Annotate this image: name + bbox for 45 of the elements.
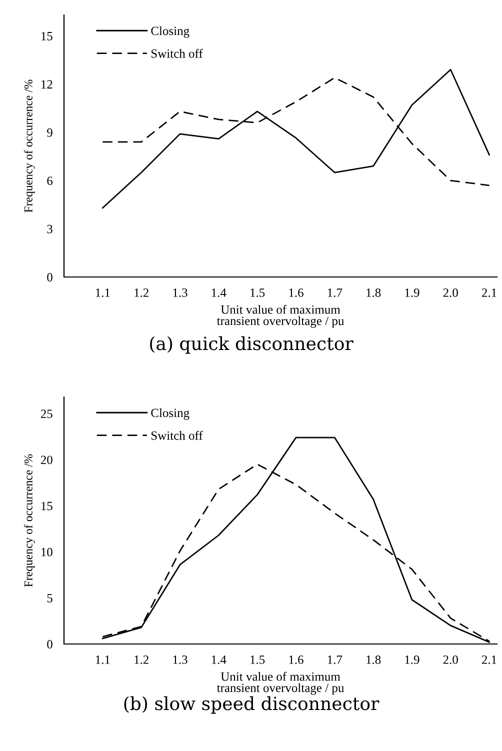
x-tick-label: 1.2 [134, 656, 148, 664]
y-axis-title: Frequency of occurrence /% [24, 80, 35, 212]
x-tick-label: 1.9 [405, 656, 420, 664]
x-tick-label: 1.8 [366, 655, 381, 664]
x-tick-label: 1.4 [212, 656, 226, 664]
x-tick-label: 1.2 [134, 288, 148, 297]
y-tick-label: 6 [47, 176, 53, 186]
x-tick-label: 1.6 [289, 656, 304, 664]
y-tick-label: 15 [41, 32, 52, 40]
y-tick-label: 10 [41, 548, 52, 556]
x-tick-label: 1.5 [250, 288, 265, 297]
x-tick-label: 1.3 [173, 288, 188, 297]
line-series [102, 68, 490, 209]
x-tick-label: 1.3 [173, 656, 188, 664]
x-tick-label: 2.0 [443, 288, 458, 297]
y-tick-label: 0 [47, 273, 52, 282]
y-tick-label: 5 [47, 594, 52, 602]
legend-label: Closing [151, 408, 190, 420]
x-tick-label: 2.0 [443, 655, 458, 664]
legend-label: Closing [151, 26, 190, 38]
x-axis-title: Unit value of maximum transient overvoltage / pu [216, 672, 344, 695]
x-tick-label: 2.1 [482, 656, 496, 664]
x-tick-label: 1.8 [366, 288, 381, 297]
x-axis-title: Unit value of maximum transient overvoltage / pu [216, 304, 344, 328]
x-tick-label: 1.7 [328, 288, 342, 297]
x-tick-label: 1.4 [212, 288, 226, 297]
legend-label: Switch off [151, 48, 203, 58]
y-tick-label: 0 [47, 640, 52, 648]
legend-label: Switch off [151, 430, 203, 440]
x-tick-label: 1.6 [289, 288, 304, 297]
y-tick-label: 9 [47, 128, 52, 137]
y-tick-label: 20 [40, 456, 52, 464]
x-tick-label: 1.5 [250, 656, 265, 664]
y-tick-label: 25 [40, 410, 52, 418]
x-tick-label: 2.1 [482, 288, 496, 297]
y-tick-label: 15 [41, 502, 52, 510]
y-axis-title: Frequency of occurrence /% [24, 454, 35, 587]
x-tick-label: 1.1 [96, 656, 110, 664]
x-tick-label: 1.1 [96, 288, 110, 297]
x-tick-label: 1.7 [328, 656, 342, 664]
x-tick-label: 1.9 [405, 288, 420, 297]
y-tick-label: 3 [47, 224, 52, 234]
y-tick-label: 12 [41, 80, 52, 88]
text: (a) quick disconnector [150, 336, 354, 354]
text: (b) slow speed disconnector [124, 696, 380, 714]
